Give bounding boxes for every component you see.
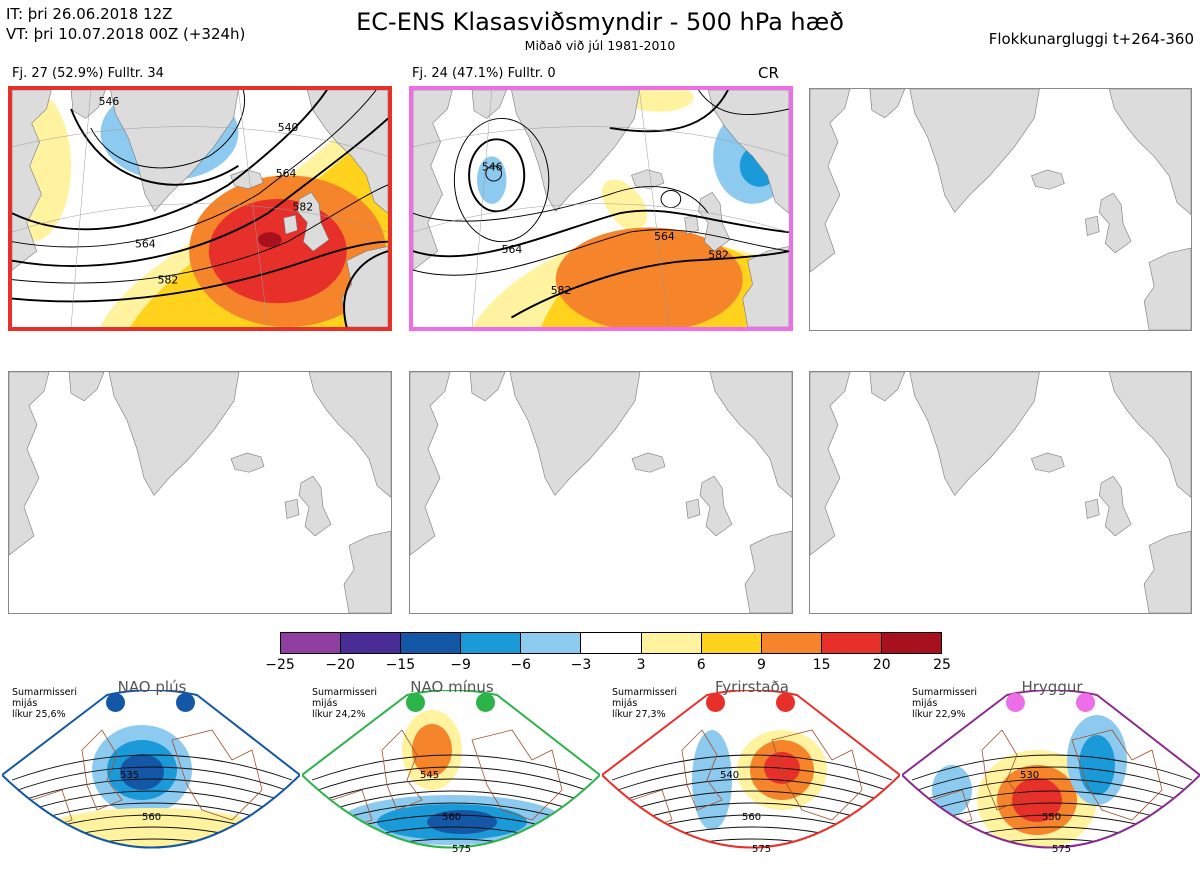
regime-dot <box>706 693 725 712</box>
colorbar-swatch <box>401 633 462 653</box>
regime-note-line: Sumarmisseri <box>312 687 378 698</box>
regime-note-line: mijás <box>612 698 638 709</box>
regime-contour-label: 560 <box>142 812 161 823</box>
regime-note-line: Sumarmisseri <box>912 687 978 698</box>
regime-note-line: Sumarmisseri <box>12 687 78 698</box>
regime-dot <box>106 693 125 712</box>
clustering-window: Flokkunargluggi t+264-360 <box>988 30 1194 48</box>
initial-time: IT: þri 26.06.2018 12Z <box>6 5 173 23</box>
contour-label: 540 <box>278 121 299 134</box>
colorbar-tick-label: 25 <box>933 657 951 673</box>
regime-contour-label: 575 <box>1052 844 1071 855</box>
regime-title: Fyrirstaða <box>715 678 789 696</box>
regime-contour-label: 560 <box>442 812 461 823</box>
regime-title: NAO plús <box>117 678 187 696</box>
regime-note: Sumarmisseri mijás líkur 27,3% <box>612 687 677 720</box>
regime-note-line: líkur 22,9% <box>912 709 966 720</box>
regime-title: Hryggur <box>1021 678 1083 696</box>
colorbar-tick-label: −20 <box>325 657 355 673</box>
regime-note-line: Sumarmisseri <box>612 687 678 698</box>
regime-dot <box>1076 693 1095 712</box>
regime-dot <box>476 693 495 712</box>
colorbar-swatch <box>821 633 882 653</box>
page-title: EC-ENS Klasasviðsmyndir - 500 hPa hæð <box>356 8 844 36</box>
contour-label: 564 <box>276 167 297 180</box>
cluster-map-1: 540 564 582 564 582 546 <box>12 90 388 327</box>
cluster-panel-6 <box>809 371 1192 614</box>
colorbar-tick-label: 6 <box>696 657 706 673</box>
panel-1-label: Fj. 27 (52.9%) Fulltr. 34 <box>12 66 164 81</box>
colorbar-swatch <box>581 633 642 653</box>
regime-contour-label: 545 <box>420 770 439 781</box>
colorbar-swatch <box>641 633 702 653</box>
colorbar-tick-label: 3 <box>636 657 646 673</box>
contour-label: 582 <box>293 201 314 214</box>
cluster-map-2: 564 546 564 582 582 <box>413 90 789 327</box>
contour-label: 564 <box>502 243 523 256</box>
regime-contour-label: 575 <box>752 844 771 855</box>
regime-note: Sumarmisseri mijás líkur 22,9% <box>912 687 977 720</box>
cluster-panel-5 <box>409 371 793 614</box>
regime-note-line: líkur 27,3% <box>612 709 666 720</box>
colorbar-swatch <box>761 633 822 653</box>
panel-2-tag: CR <box>758 64 779 82</box>
cluster-panel-2: 564 546 564 582 582 <box>409 86 793 331</box>
regime-dot <box>776 693 795 712</box>
page-subtitle: Miðað við júl 1981-2010 <box>524 38 676 53</box>
regime-contour-label: 540 <box>720 770 739 781</box>
contour-label: 582 <box>708 249 729 262</box>
regime-contour-label: 550 <box>1042 812 1061 823</box>
header-info: IT: þri 26.06.2018 12Z VT: þri 10.07.201… <box>6 4 245 44</box>
regime-thumbnail: 535 560 <box>0 689 302 870</box>
regime-contour-label: 560 <box>742 812 761 823</box>
colorbar-swatch <box>701 633 762 653</box>
regime-note-line: líkur 25,6% <box>12 709 66 720</box>
regime-dot <box>406 693 425 712</box>
colorbar-tick-label: −6 <box>510 657 532 673</box>
contour-label: 582 <box>551 284 572 297</box>
contour-label: 546 <box>482 161 503 174</box>
colorbar-swatch <box>461 633 522 653</box>
regime-contour-label: 530 <box>1020 770 1039 781</box>
regime-contour-label: 575 <box>452 844 471 855</box>
colorbar-swatch <box>341 633 402 653</box>
contour-label: 564 <box>135 238 156 251</box>
regime-note-line: mijás <box>312 698 338 709</box>
regime-title: NAO mínus <box>410 678 494 696</box>
colorbar-swatch <box>281 633 342 653</box>
cluster-panel-4 <box>8 371 392 614</box>
cluster-panel-1: 540 564 582 564 582 546 <box>8 86 392 331</box>
regime-note: Sumarmisseri mijás líkur 24,2% <box>312 687 377 720</box>
regime-note: Sumarmisseri mijás líkur 25,6% <box>12 687 77 720</box>
colorbar-tick-label: 9 <box>756 657 766 673</box>
colorbar-tick-label: −9 <box>450 657 471 673</box>
colorbar-tick-label: 20 <box>872 657 891 673</box>
regime-note-line: líkur 24,2% <box>312 709 366 720</box>
regime-thumbnail: 540 560 575 <box>600 689 902 870</box>
regime-thumbnail: 530 550 575 <box>900 689 1200 870</box>
colorbar-tick-label: −15 <box>385 657 416 673</box>
colorbar <box>280 632 942 654</box>
colorbar-swatch <box>521 633 582 653</box>
contour-label: 546 <box>99 95 120 108</box>
regime-thumbnail: 545 560 575 <box>300 689 602 870</box>
regime-note-line: mijás <box>912 698 938 709</box>
colorbar-tick-label: −25 <box>265 657 295 673</box>
colorbar-tick-label: −3 <box>570 657 592 673</box>
valid-time: VT: þri 10.07.2018 00Z (+324h) <box>6 25 246 43</box>
regime-note-line: mijás <box>12 698 38 709</box>
regime-contour-label: 535 <box>120 770 139 781</box>
contour-label: 582 <box>158 274 179 287</box>
regime-dot <box>1006 693 1025 712</box>
panel-2-label: Fj. 24 (47.1%) Fulltr. 0 <box>412 66 556 81</box>
colorbar-tick-label: 15 <box>812 657 831 673</box>
regime-dot <box>176 693 195 712</box>
colorbar-swatch <box>881 633 942 653</box>
cluster-panel-3 <box>809 88 1192 331</box>
contour-label: 564 <box>654 230 675 243</box>
